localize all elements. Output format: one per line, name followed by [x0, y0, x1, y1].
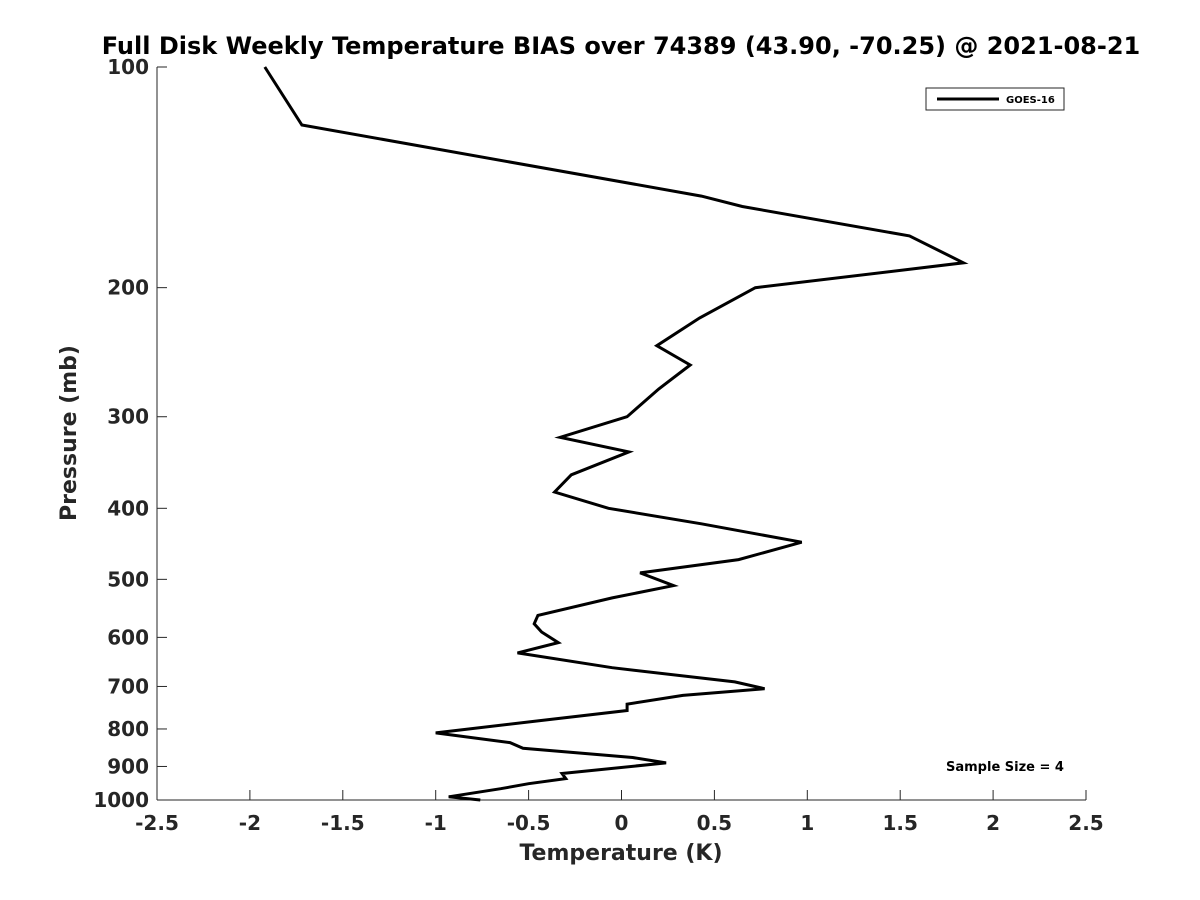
x-tick-label: 2 [986, 811, 1000, 835]
y-tick-label: 100 [107, 55, 149, 79]
sample-size-annotation: Sample Size = 4 [946, 760, 1064, 775]
x-tick-label: -0.5 [507, 811, 551, 835]
y-tick-label: 900 [107, 754, 149, 778]
x-tick-label: 1.5 [882, 811, 917, 835]
legend: GOES-16 [925, 87, 1065, 111]
x-tick-label: -1.5 [321, 811, 365, 835]
y-axis-label: Pressure (mb) [57, 345, 82, 521]
y-tick-label: 500 [107, 567, 149, 591]
x-tick-label: 2.5 [1068, 811, 1103, 835]
legend-label-goes-16: GOES-16 [1006, 95, 1055, 106]
y-axis-ticks: 100 200 300 400 500 600 700 800 900 1000 [93, 55, 167, 812]
x-tick-label: -2.5 [135, 811, 179, 835]
x-tick-label: -1 [425, 811, 447, 835]
y-tick-label: 300 [107, 405, 149, 429]
x-tick-label: 0 [615, 811, 629, 835]
y-tick-label: 800 [107, 717, 149, 741]
y-tick-label: 600 [107, 625, 149, 649]
x-axis-label: Temperature (K) [519, 841, 722, 866]
x-tick-label: 0.5 [697, 811, 732, 835]
y-tick-label: 700 [107, 674, 149, 698]
y-tick-label: 200 [107, 276, 149, 300]
y-tick-label: 1000 [93, 788, 149, 812]
x-tick-label: -2 [239, 811, 261, 835]
x-axis-ticks: -2.5 -2 -1.5 -1 -0.5 0 0.5 1 1.5 2 2.5 [135, 790, 1104, 835]
chart-title: Full Disk Weekly Temperature BIAS over 7… [102, 32, 1141, 60]
series-line-goes-16 [263, 66, 969, 802]
y-tick-label: 400 [107, 496, 149, 520]
x-tick-label: 1 [800, 811, 814, 835]
plot-area [157, 67, 1086, 800]
